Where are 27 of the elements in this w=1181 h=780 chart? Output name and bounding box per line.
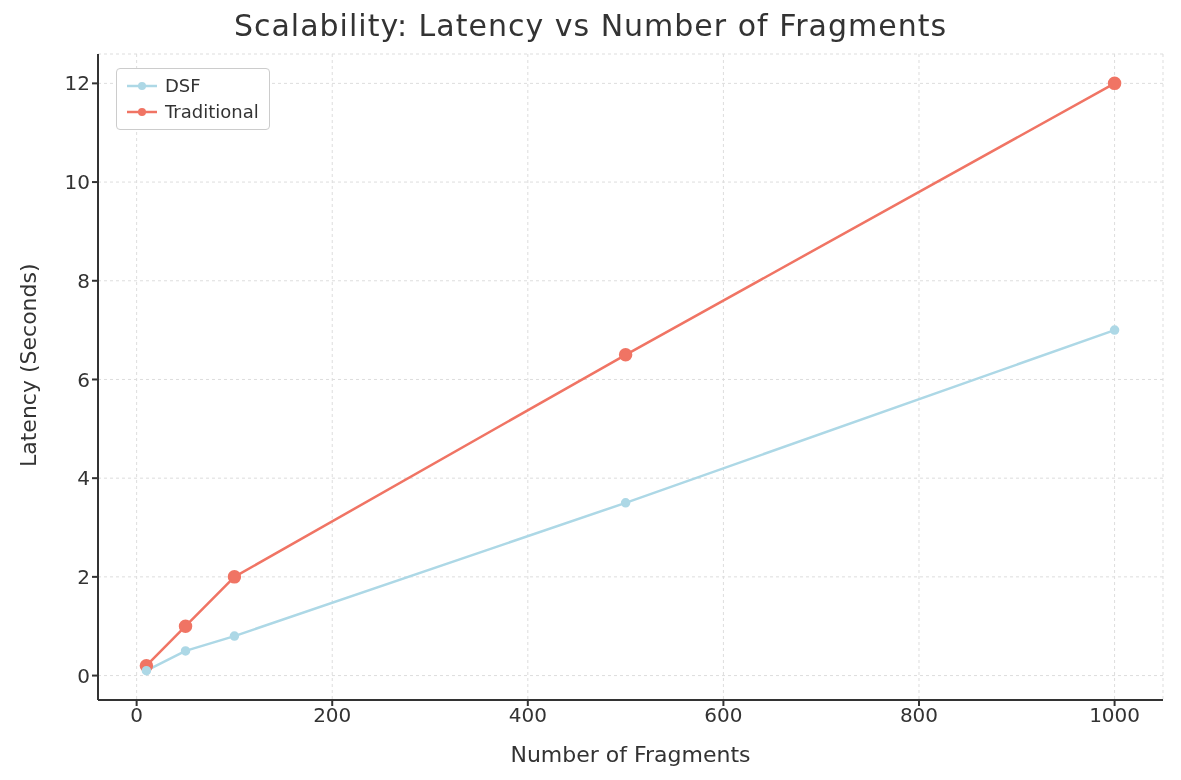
y-tick-label: 4: [77, 466, 90, 491]
y-tick-label: 8: [77, 268, 90, 293]
y-tick-label: 10: [64, 170, 90, 195]
point: [618, 348, 633, 362]
x-tick-label: 0: [130, 703, 143, 728]
legend-label: DSF: [165, 74, 201, 98]
y-tick-label: 12: [64, 71, 90, 96]
x-axis-title: Number of Fragments: [510, 742, 751, 767]
point: [180, 646, 191, 656]
point: [1109, 325, 1120, 335]
y-axis-title: Latency (Seconds): [15, 263, 41, 467]
point: [229, 631, 240, 641]
point: [178, 619, 193, 633]
x-tick-label: 1000: [1089, 703, 1141, 728]
chart-title: Scalability: Latency vs Number of Fragments: [232, 8, 949, 45]
x-tick-label: 600: [704, 703, 743, 728]
x-tick-label: 200: [313, 703, 352, 728]
point: [227, 570, 242, 584]
x-tick-label: 800: [899, 703, 939, 728]
y-tick-label: 2: [77, 564, 90, 589]
point: [1107, 76, 1122, 91]
point: [141, 665, 152, 676]
legend-label: Traditional: [165, 100, 259, 124]
point: [620, 498, 631, 508]
y-tick-label: 6: [77, 367, 90, 392]
y-tick-label: 0: [77, 663, 90, 688]
x-tick-label: 400: [508, 703, 547, 728]
